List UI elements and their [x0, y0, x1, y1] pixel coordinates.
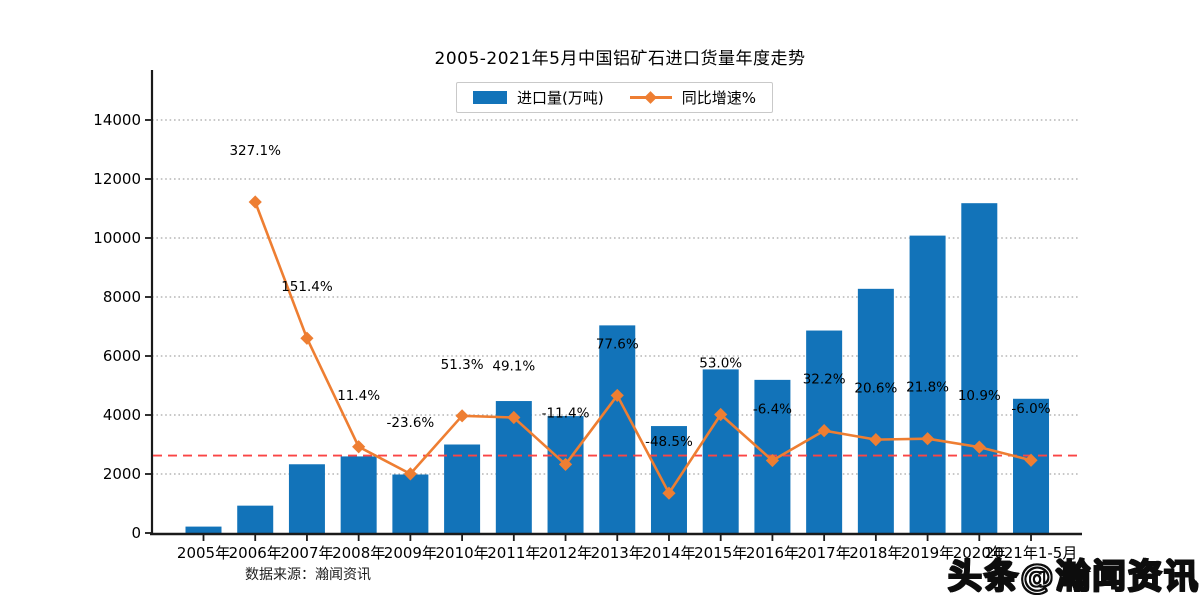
growth-marker [714, 407, 728, 422]
x-tick-label: 2020年 [953, 544, 1006, 562]
x-tick-label: 2005年 [177, 544, 230, 562]
x-tick-label: 2006年 [229, 544, 282, 562]
growth-value-label: 11.4% [337, 388, 380, 404]
watermark: 头条@瀚闻资讯 [947, 556, 1200, 598]
growth-marker [920, 432, 935, 446]
growth-marker [403, 467, 417, 481]
x-tick-label: 2013年 [591, 544, 644, 562]
bar-series-swatch-icon [473, 91, 507, 104]
growth-marker [352, 440, 366, 454]
growth-marker [817, 424, 831, 438]
y-tick-label: 8000 [103, 288, 141, 306]
legend-item-growth: 同比增速% [629, 87, 756, 108]
bar [650, 426, 687, 533]
x-tick-label: 2014年 [642, 544, 695, 562]
growth-marker [662, 486, 676, 500]
growth-value-label: 53.0% [699, 356, 742, 372]
x-tick-label: 2009年 [384, 544, 437, 562]
bar [909, 235, 946, 533]
x-tick-label: 2019年 [901, 544, 954, 562]
bar [547, 416, 584, 533]
bar [857, 288, 894, 533]
y-tick-label: 0 [131, 524, 141, 542]
bar [237, 505, 274, 533]
growth-marker [558, 457, 573, 472]
x-tick-label: 2017年 [798, 544, 851, 562]
x-tick-label: 2015年 [694, 544, 747, 562]
legend-item-imports: 进口量(万吨) [473, 87, 604, 108]
x-tick-label: 2016年 [746, 544, 799, 562]
y-tick-label: 10000 [93, 229, 141, 247]
growth-line [254, 201, 1032, 495]
bar [340, 456, 377, 533]
line-series-swatch-icon [629, 91, 672, 104]
bar [961, 203, 998, 533]
x-tick-label: 2012年 [539, 544, 592, 562]
diamond-marker-icon [643, 91, 657, 104]
growth-value-label: 327.1% [229, 143, 281, 159]
growth-value-label: 20.6% [854, 381, 897, 397]
bar [444, 444, 481, 533]
growth-marker [248, 195, 262, 209]
growth-value-label: 10.9% [958, 388, 1001, 404]
y-tick-label: 14000 [93, 111, 141, 129]
chart-legend: 进口量(万吨) 同比增速% [456, 82, 773, 113]
legend-label-imports: 进口量(万吨) [517, 89, 604, 107]
growth-marker [610, 388, 624, 403]
x-tick-label: 2008年 [332, 544, 385, 562]
y-tick-label: 6000 [103, 347, 141, 365]
growth-marker [300, 331, 314, 345]
growth-value-label: -11.4% [542, 405, 590, 421]
growth-marker [765, 453, 780, 468]
bar [185, 526, 222, 533]
growth-marker [972, 440, 986, 454]
x-tick-label: 2018年 [849, 544, 902, 562]
x-tick-label: 2021年1-5月 [985, 544, 1078, 562]
growth-marker [1024, 453, 1038, 467]
bar [392, 474, 429, 533]
growth-marker [869, 433, 883, 447]
y-tick-label: 2000 [103, 465, 141, 483]
x-tick-label: 2010年 [436, 544, 489, 562]
growth-value-label: 151.4% [281, 279, 333, 295]
growth-value-label: -6.0% [1011, 401, 1050, 417]
growth-value-label: 32.2% [803, 372, 846, 388]
growth-value-label: 51.3% [441, 357, 484, 373]
growth-marker [507, 410, 521, 425]
x-tick-label: 2007年 [280, 544, 333, 562]
y-tick-label: 4000 [103, 406, 141, 424]
growth-value-label: 77.6% [596, 336, 639, 352]
bar [599, 325, 636, 533]
data-source-note: 数据来源：瀚闻资讯 [245, 567, 371, 583]
growth-value-label: -48.5% [645, 434, 693, 450]
y-tick-label: 12000 [93, 170, 141, 188]
growth-marker [455, 409, 469, 423]
growth-value-label: -6.4% [753, 402, 792, 418]
chart-title: 2005-2021年5月中国铝矿石进口货量年度走势 [434, 49, 806, 69]
growth-value-label: 21.8% [906, 380, 949, 396]
bar [288, 464, 325, 533]
x-tick-label: 2011年 [487, 544, 540, 562]
growth-value-label: -23.6% [386, 415, 434, 431]
legend-label-growth: 同比增速% [681, 89, 756, 107]
growth-value-label: 49.1% [492, 359, 535, 375]
bar [702, 369, 739, 533]
